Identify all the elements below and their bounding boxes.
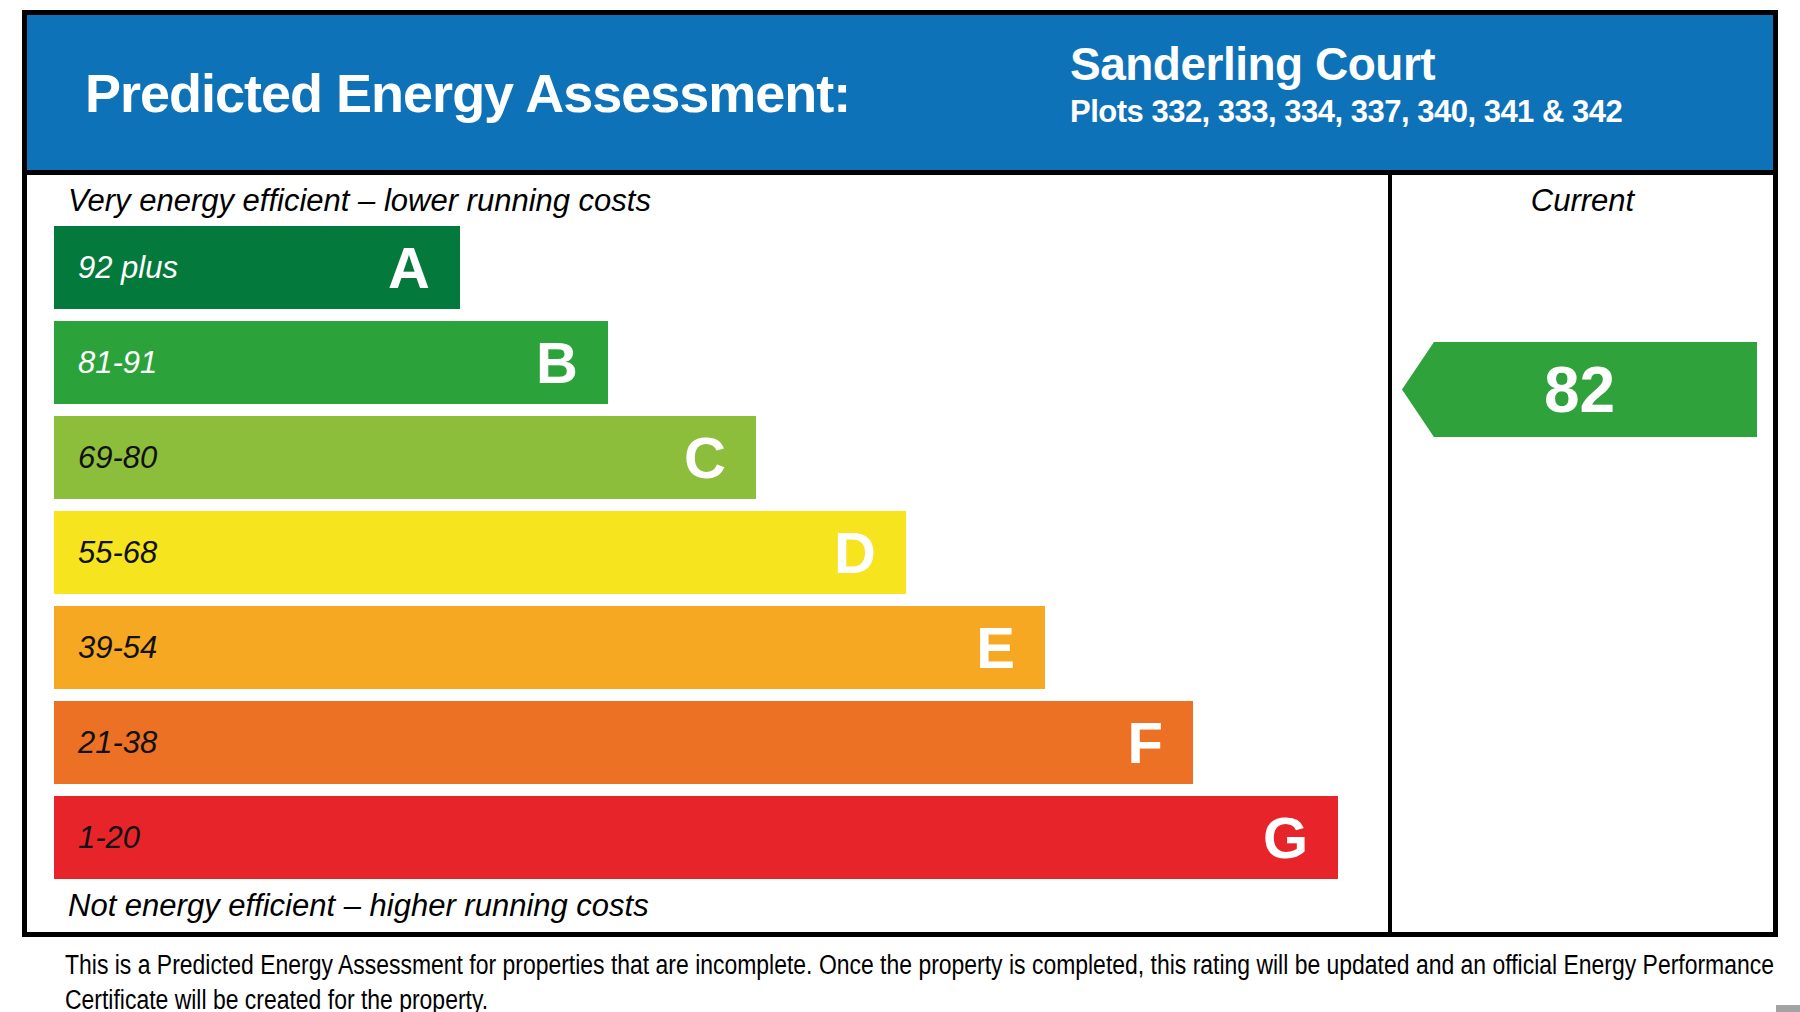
bottom-efficiency-note: Not energy efficient – higher running co…: [68, 888, 649, 924]
current-rating-score: 82: [1544, 358, 1615, 422]
band-range-label: 81-91: [78, 345, 157, 381]
band-range-label: 21-38: [78, 725, 157, 761]
band-row-d: 55-68 D: [54, 511, 906, 594]
scrollbar-thumb[interactable]: [1776, 1005, 1800, 1012]
property-plots: Plots 332, 333, 334, 337, 340, 341 & 342: [1070, 94, 1622, 130]
band-letter: F: [1128, 714, 1163, 772]
band-row-g: 1-20 G: [54, 796, 1338, 879]
top-efficiency-note: Very energy efficient – lower running co…: [68, 183, 651, 219]
rating-bands: 92 plus A 81-91 B 69-80 C 55-68 D 39-54 E 21-38 F 1-…: [54, 226, 1338, 891]
band-row-b: 81-91 B: [54, 321, 608, 404]
predicted-energy-assessment-page: Predicted Energy Assessment: Sanderling …: [0, 0, 1800, 1012]
epc-header: Predicted Energy Assessment: Sanderling …: [27, 15, 1773, 175]
band-row-e: 39-54 E: [54, 606, 1045, 689]
band-range-label: 69-80: [78, 440, 157, 476]
band-letter: B: [536, 334, 578, 392]
band-letter: C: [684, 429, 726, 487]
property-block: Sanderling Court Plots 332, 333, 334, 33…: [1070, 39, 1622, 130]
band-row-c: 69-80 C: [54, 416, 756, 499]
band-letter: E: [976, 619, 1015, 677]
epc-chart-box: Predicted Energy Assessment: Sanderling …: [22, 10, 1778, 937]
band-letter: D: [834, 524, 876, 582]
column-divider: [1388, 175, 1392, 932]
band-range-label: 55-68: [78, 535, 157, 571]
band-range-label: 92 plus: [78, 250, 178, 286]
current-column-header: Current: [1392, 183, 1773, 219]
footer-disclaimer: This is a Predicted Energy Assessment fo…: [65, 948, 1800, 1012]
band-row-a: 92 plus A: [54, 226, 460, 309]
property-name: Sanderling Court: [1070, 39, 1622, 90]
band-letter: G: [1263, 809, 1308, 867]
band-row-f: 21-38 F: [54, 701, 1193, 784]
epc-body: Very energy efficient – lower running co…: [27, 175, 1773, 932]
band-letter: A: [388, 239, 430, 297]
band-range-label: 1-20: [78, 820, 140, 856]
current-rating-arrow: 82: [1402, 342, 1757, 437]
band-range-label: 39-54: [78, 630, 157, 666]
page-title: Predicted Energy Assessment:: [85, 62, 850, 124]
